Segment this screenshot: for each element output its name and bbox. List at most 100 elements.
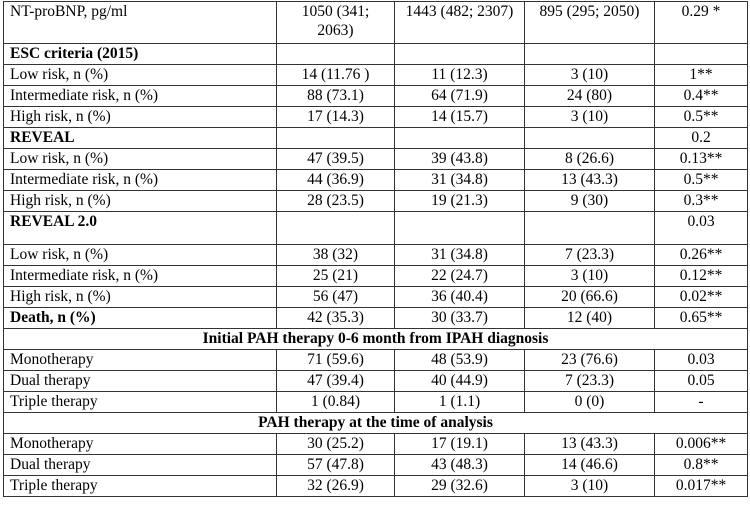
value-cell: 0 (0) (524, 391, 655, 413)
table-row: Intermediate risk, n (%) 44 (36.9) 31 (34.… (3, 169, 748, 191)
section-header-row: Initial PAH therapy 0-6 month from IPAH … (3, 328, 748, 350)
value-cell: 7 (23.3) (524, 244, 655, 266)
value-cell: 1 (1.1) (394, 391, 525, 413)
table-row: Dual therapy 57 (47.8) 43 (48.3) 14 (46.6) 0… (3, 454, 748, 476)
p-value-cell: 0.2 (654, 127, 748, 149)
p-value-cell: 0.65** (654, 307, 748, 329)
value-cell: 29 (32.6) (394, 475, 525, 497)
row-label: Monotherapy (3, 433, 277, 455)
p-value-cell: 0.03 (654, 211, 748, 245)
value-cell (276, 43, 395, 65)
p-value-cell: 0.29 * (654, 1, 748, 44)
value-cell (394, 127, 525, 149)
p-value-cell: 0.13** (654, 148, 748, 170)
value-cell (276, 211, 395, 245)
group-row: REVEAL 0.2 (3, 127, 748, 149)
value-cell: 20 (66.6) (524, 286, 655, 308)
value-cell: 56 (47) (276, 286, 395, 308)
value-cell (394, 211, 525, 245)
row-label: Intermediate risk, n (%) (3, 85, 277, 107)
p-value-cell: 0.05 (654, 370, 748, 392)
table-row: NT-proBNP, pg/ml 1050 (341; 2063) 1443 (48… (3, 1, 748, 44)
value-cell: 23 (76.6) (524, 349, 655, 371)
row-label: High risk, n (%) (3, 106, 277, 128)
value-cell (524, 127, 655, 149)
section-title: PAH therapy at the time of analysis (3, 412, 748, 434)
p-value-cell (654, 43, 748, 65)
value-cell: 14 (15.7) (394, 106, 525, 128)
section-title: Initial PAH therapy 0-6 month from IPAH … (3, 328, 748, 350)
row-label: Low risk, n (%) (3, 64, 277, 86)
value-cell: 14 (46.6) (524, 454, 655, 476)
value-cell: 3 (10) (524, 265, 655, 287)
value-cell: 14 (11.76 ) (276, 64, 395, 86)
row-label: NT-proBNP, pg/ml (3, 1, 277, 44)
p-value-cell: 0.12** (654, 265, 748, 287)
value-cell (276, 127, 395, 149)
value-cell (524, 43, 655, 65)
group-row: REVEAL 2.0 0.03 (3, 211, 748, 245)
value-cell: 3 (10) (524, 475, 655, 497)
value-cell: 11 (12.3) (394, 64, 525, 86)
value-cell: 42 (35.3) (276, 307, 395, 329)
row-label: High risk, n (%) (3, 286, 277, 308)
value-cell: 71 (59.6) (276, 349, 395, 371)
p-value-cell: 0.26** (654, 244, 748, 266)
value-cell: 39 (43.8) (394, 148, 525, 170)
value-cell: 24 (80) (524, 85, 655, 107)
row-label: REVEAL (3, 127, 277, 149)
value-cell: 3 (10) (524, 106, 655, 128)
value-cell: 3 (10) (524, 64, 655, 86)
value-cell: 9 (30) (524, 190, 655, 212)
value-cell: 12 (40) (524, 307, 655, 329)
value-cell: 31 (34.8) (394, 244, 525, 266)
value-cell: 47 (39.5) (276, 148, 395, 170)
value-cell: 22 (24.7) (394, 265, 525, 287)
table-row: Monotherapy 30 (25.2) 17 (19.1) 13 (43.3) 0.… (3, 433, 748, 455)
value-cell: 30 (33.7) (394, 307, 525, 329)
row-label: Intermediate risk, n (%) (3, 169, 277, 191)
row-label: Intermediate risk, n (%) (3, 265, 277, 287)
value-cell: 88 (73.1) (276, 85, 395, 107)
value-cell: 36 (40.4) (394, 286, 525, 308)
p-value-cell: 0.3** (654, 190, 748, 212)
value-cell: 17 (14.3) (276, 106, 395, 128)
table-row: Intermediate risk, n (%) 25 (21) 22 (24.7)… (3, 265, 748, 287)
p-value-cell: 0.4** (654, 85, 748, 107)
row-label: Dual therapy (3, 454, 277, 476)
row-label: Dual therapy (3, 370, 277, 392)
p-value-cell: 0.5** (654, 169, 748, 191)
value-cell: 43 (48.3) (394, 454, 525, 476)
value-cell: 32 (26.9) (276, 475, 395, 497)
value-cell (394, 43, 525, 65)
value-cell: 31 (34.8) (394, 169, 525, 191)
row-label: Triple therapy (3, 391, 277, 413)
group-row: Death, n (%) 42 (35.3) 30 (33.7) 12 (40) 0.6… (3, 307, 748, 329)
row-label: Low risk, n (%) (3, 148, 277, 170)
table-row: High risk, n (%) 56 (47) 36 (40.4) 20 (66.6… (3, 286, 748, 308)
p-value-cell: 1** (654, 64, 748, 86)
p-value-cell: 0.03 (654, 349, 748, 371)
row-label: Triple therapy (3, 475, 277, 497)
table-row: Dual therapy 47 (39.4) 40 (44.9) 7 (23.3) 0.… (3, 370, 748, 392)
table-row: Intermediate risk, n (%) 88 (73.1) 64 (71.… (3, 85, 748, 107)
table-body: NT-proBNP, pg/ml 1050 (341; 2063) 1443 (48… (3, 1, 748, 497)
row-label: ESC criteria (2015) (3, 43, 277, 65)
section-header-row: PAH therapy at the time of analysis (3, 412, 748, 434)
group-row: ESC criteria (2015) (3, 43, 748, 65)
value-cell: 1443 (482; 2307) (394, 1, 525, 44)
table-row: High risk, n (%) 17 (14.3) 14 (15.7) 3 (10)… (3, 106, 748, 128)
table-row: Low risk, n (%) 47 (39.5) 39 (43.8) 8 (26.6… (3, 148, 748, 170)
table-row: Low risk, n (%) 14 (11.76 ) 11 (12.3) 3 (10… (3, 64, 748, 86)
p-value-cell: 0.017** (654, 475, 748, 497)
value-cell: 64 (71.9) (394, 85, 525, 107)
value-cell: 40 (44.9) (394, 370, 525, 392)
value-cell: 30 (25.2) (276, 433, 395, 455)
table-row: Low risk, n (%) 38 (32) 31 (34.8) 7 (23.3) 0… (3, 244, 748, 266)
value-cell: 48 (53.9) (394, 349, 525, 371)
value-cell: 44 (36.9) (276, 169, 395, 191)
row-label: High risk, n (%) (3, 190, 277, 212)
value-cell: 57 (47.8) (276, 454, 395, 476)
p-value-cell: - (654, 391, 748, 413)
value-cell: 38 (32) (276, 244, 395, 266)
